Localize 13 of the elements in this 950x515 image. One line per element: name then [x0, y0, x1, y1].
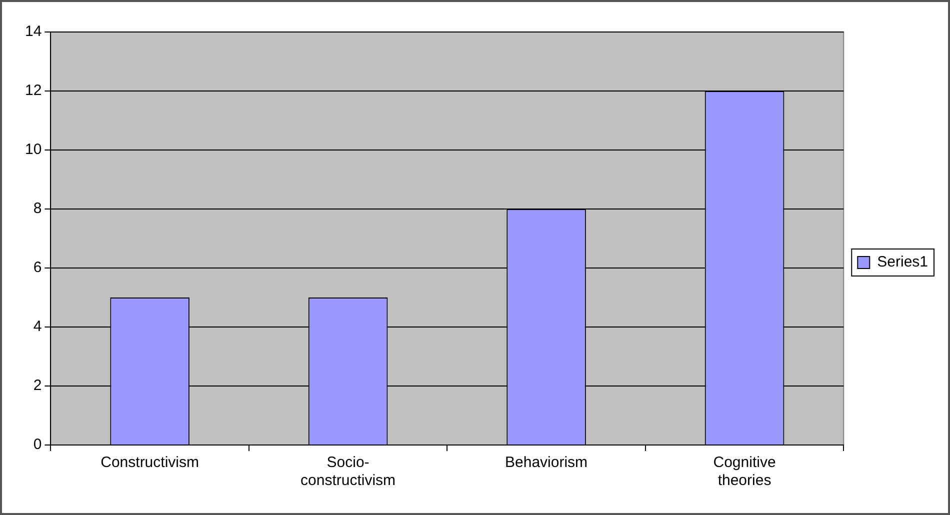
y-tick-label: 14 [24, 23, 42, 40]
legend-label: Series1 [877, 254, 928, 271]
y-tick-label: 4 [33, 318, 42, 336]
y-tick-label: 10 [24, 141, 42, 158]
x-tick-label: Socio-constructivism [300, 454, 396, 490]
y-tick-label: 12 [24, 82, 42, 100]
y-tick-label: 6 [33, 259, 42, 276]
y-tick-label: 8 [33, 200, 42, 218]
x-tick-label: Cognitive theories [713, 454, 776, 490]
x-tick-label: Behaviorism [505, 454, 588, 472]
x-tick-label: Constructivism [100, 454, 199, 472]
y-tick-label: 0 [33, 436, 42, 454]
y-tick-label: 2 [33, 377, 42, 394]
